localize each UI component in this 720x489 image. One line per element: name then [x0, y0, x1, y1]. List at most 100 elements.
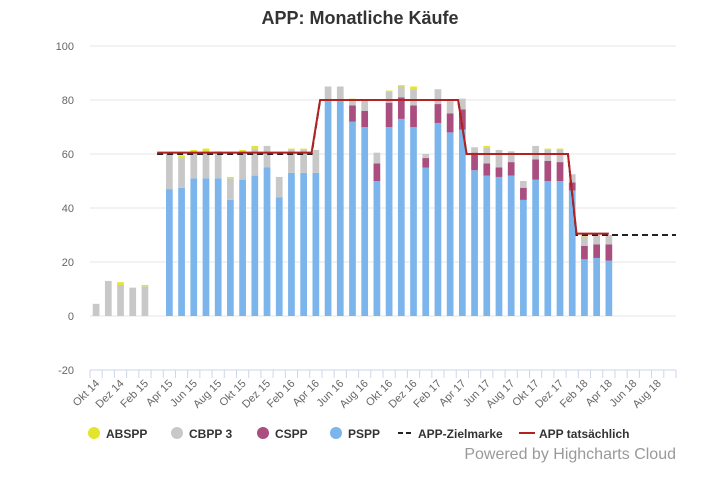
legend-item[interactable]: CBPP 3: [171, 427, 232, 441]
bar-pspp: [165, 189, 173, 316]
bar-cspp: [361, 110, 369, 127]
bar-cbpp-3: [556, 149, 564, 163]
bar-cbpp-3: [227, 178, 234, 200]
bar-pspp: [251, 175, 259, 316]
y-axis: -20 0 20 40 60 80 100: [56, 41, 74, 377]
x-tick-label: Feb 15: [118, 378, 151, 411]
bar-pspp: [263, 167, 271, 316]
bar-cbpp-3: [92, 303, 100, 316]
bar-cbpp-3: [434, 89, 442, 105]
bar-cbpp-3: [385, 91, 393, 103]
bar-cspp: [593, 244, 601, 258]
bar-pspp: [520, 199, 527, 316]
bar-cbpp-3: [202, 152, 210, 179]
bar-cbpp-3: [373, 152, 381, 164]
bar-cbpp-3: [483, 147, 491, 164]
bar-abspp: [483, 145, 491, 148]
bar-pspp: [227, 199, 234, 316]
bar-pspp: [275, 197, 283, 316]
legend-label: APP tatsächlich: [539, 427, 629, 441]
bar-pspp: [349, 121, 356, 316]
bar-abspp: [288, 148, 295, 150]
bar-series: [92, 85, 613, 317]
bar-pspp: [214, 178, 222, 316]
bar-pspp: [532, 179, 539, 316]
y-tick-label: 60: [62, 149, 74, 161]
bar-cspp: [434, 104, 442, 123]
bar-cbpp-3: [593, 235, 601, 245]
bar-pspp: [422, 167, 430, 316]
bar-cbpp-3: [349, 100, 356, 106]
bar-pspp: [385, 127, 393, 316]
bar-abspp: [117, 282, 124, 285]
credits-link[interactable]: Powered by Highcharts Cloud: [464, 446, 676, 463]
bar-cbpp-3: [458, 98, 466, 110]
line-app-tats-chlich: [157, 99, 609, 235]
bar-pspp: [300, 172, 308, 316]
x-tick-label: Feb 16: [265, 378, 298, 411]
bar-cbpp-3: [129, 287, 137, 316]
bar-cspp: [349, 105, 356, 122]
legend-label: CBPP 3: [189, 427, 232, 441]
bar-cbpp-3: [581, 236, 588, 246]
legend-label: PSPP: [348, 427, 380, 441]
bar-pspp: [397, 118, 405, 317]
bar-cbpp-3: [507, 151, 515, 163]
bar-cbpp-3: [471, 147, 478, 153]
bar-pspp: [544, 181, 552, 316]
bar-pspp: [324, 100, 332, 316]
bar-cbpp-3: [288, 149, 295, 173]
legend-label: ABSPP: [106, 427, 147, 441]
bar-cspp: [520, 187, 527, 200]
bar-pspp: [336, 100, 344, 316]
bar-cbpp-3: [520, 181, 527, 188]
bar-pspp: [471, 170, 478, 316]
bar-pspp: [434, 122, 442, 316]
bar-cspp: [532, 159, 539, 180]
bar-cspp: [544, 160, 552, 181]
legend-item[interactable]: CSPP: [257, 427, 308, 441]
legend-marker: [257, 427, 269, 439]
bar-cspp: [556, 162, 564, 181]
legend-item[interactable]: ABSPP: [88, 427, 147, 441]
legend-marker: [88, 427, 100, 439]
bar-cbpp-3: [251, 148, 259, 176]
y-grid: [90, 45, 676, 371]
bar-pspp: [605, 260, 613, 316]
bar-cbpp-3: [263, 145, 271, 168]
bar-cbpp-3: [165, 154, 173, 190]
bar-pspp: [483, 175, 491, 316]
bar-cspp: [385, 102, 393, 127]
bar-cspp: [410, 105, 417, 127]
bar-pspp: [507, 175, 515, 316]
bar-cspp: [471, 152, 478, 171]
bar-pspp: [446, 132, 454, 316]
bar-pspp: [312, 172, 320, 316]
legend-label: CSPP: [275, 427, 308, 441]
legend-item[interactable]: PSPP: [330, 427, 380, 441]
bar-cbpp-3: [422, 154, 430, 159]
legend-item[interactable]: APP tatsächlich: [519, 427, 629, 441]
bar-cspp: [373, 163, 381, 181]
bar-cbpp-3: [117, 284, 124, 316]
bar-pspp: [556, 181, 564, 316]
bar-abspp: [202, 148, 210, 153]
y-tick-label: -20: [58, 365, 74, 377]
bar-abspp: [251, 145, 259, 149]
bar-pspp: [361, 127, 369, 316]
bar-cbpp-3: [495, 149, 503, 168]
bar-cbpp-3: [544, 149, 552, 161]
bar-abspp: [385, 90, 393, 92]
bar-cbpp-3: [190, 152, 198, 179]
legend-item[interactable]: APP-Zielmarke: [398, 427, 503, 441]
bar-pspp: [458, 129, 466, 316]
bar-cbpp-3: [336, 86, 344, 100]
bar-pspp: [593, 257, 601, 316]
bar-cbpp-3: [397, 86, 405, 98]
bar-pspp: [581, 259, 588, 316]
bar-cbpp-3: [532, 145, 539, 160]
bar-cbpp-3: [214, 152, 222, 179]
bar-pspp: [495, 176, 503, 316]
